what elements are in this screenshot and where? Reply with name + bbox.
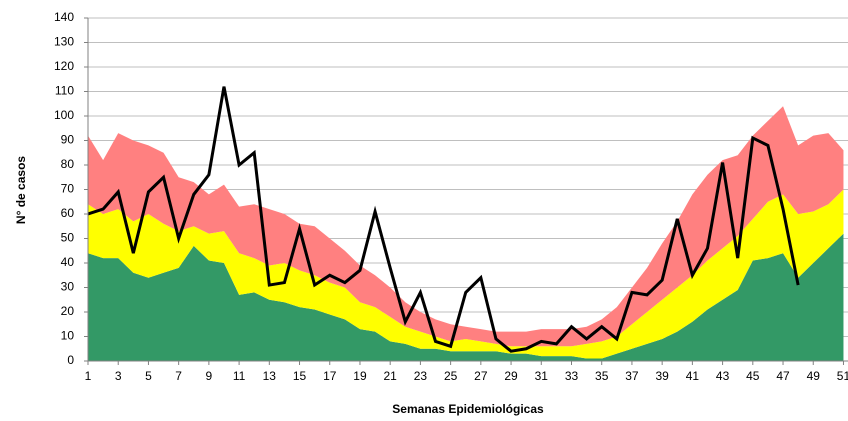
x-tick-label: 51 [837,369,848,383]
y-axis-title: N° de casos [14,156,28,224]
x-tick-label: 11 [233,369,246,383]
x-tick-label: 23 [414,369,428,383]
x-tick-label: 49 [807,369,821,383]
x-tick-label: 47 [776,369,790,383]
y-tick-label: 120 [54,59,74,73]
x-tick-label: 43 [716,369,730,383]
area [88,233,844,361]
x-tick-label: 41 [686,369,700,383]
x-tick-label: 5 [145,369,152,383]
x-tick-label: 35 [595,369,609,383]
x-tick-label: 33 [565,369,579,383]
x-tick-label: 31 [535,369,549,383]
x-tick-label: 19 [353,369,367,383]
x-tick-label: 17 [323,369,337,383]
x-tick-label: 13 [263,369,277,383]
y-tick-label: 110 [55,84,74,98]
x-tick-label: 21 [384,369,398,383]
y-tick-label: 40 [61,255,75,269]
y-tick-label: 70 [61,182,75,196]
plot-area [88,86,844,361]
x-tick-label: 45 [746,369,760,383]
y-tick-label: 80 [61,157,75,171]
x-tick-label: 39 [655,369,669,383]
y-tick-label: 140 [54,10,74,24]
area [88,189,844,359]
y-tick-label: 90 [61,133,75,147]
x-tick-label: 27 [474,369,488,383]
y-tick-label: 30 [61,280,75,294]
x-tick-label: 25 [444,369,458,383]
x-axis-title: Semanas Epidemiológicas [392,402,544,416]
y-tick-label: 60 [61,206,75,220]
line [88,86,800,353]
x-tick-label: 9 [206,369,213,383]
y-tick-label: 130 [54,35,74,49]
y-tick-label: 50 [61,231,75,245]
y-tick-label: 100 [54,108,74,122]
x-tick-label: 29 [504,369,518,383]
x-tick-label: 37 [625,369,639,383]
x-tick-label: 15 [293,369,307,383]
y-tick-label: 0 [67,353,74,367]
x-tick-label: 3 [115,369,122,383]
x-tick-label: 7 [175,369,182,383]
y-tick-label: 20 [61,304,75,318]
x-tick-label: 1 [85,369,92,383]
y-tick-label: 10 [61,329,75,343]
